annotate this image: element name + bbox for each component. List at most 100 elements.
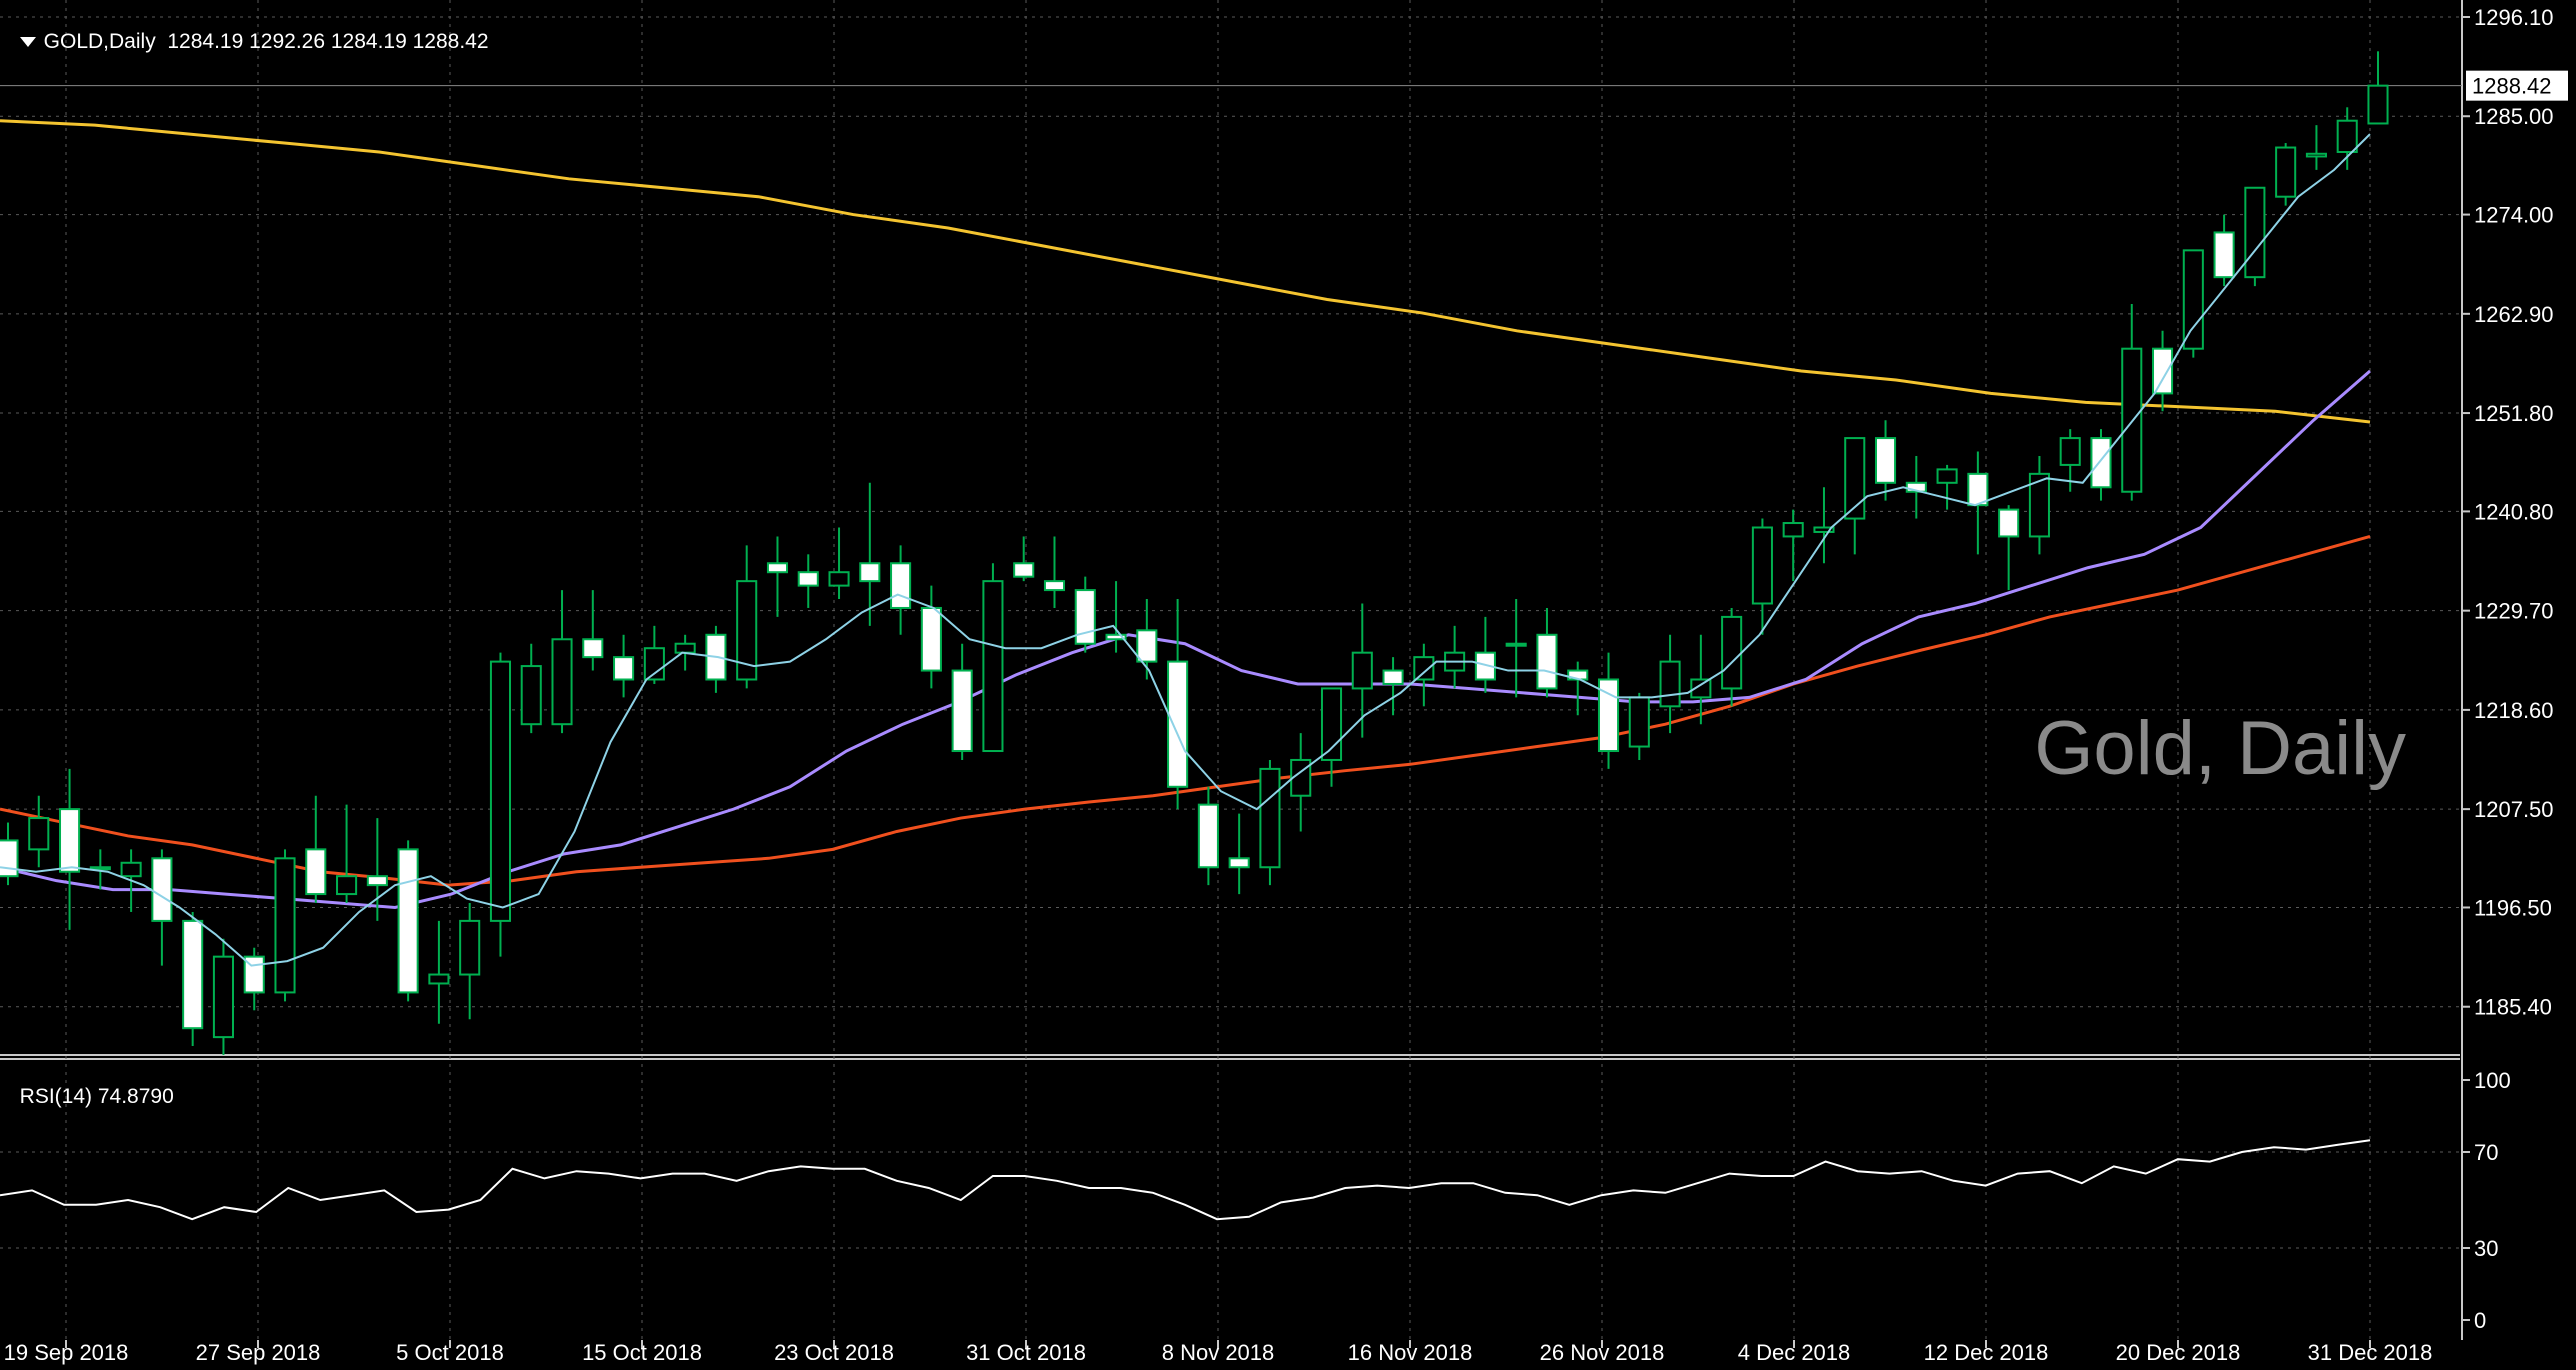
ohlc-values: 1284.19 1292.26 1284.19 1288.42 bbox=[167, 30, 489, 53]
rsi-tick-label: 30 bbox=[2474, 1236, 2498, 1261]
candle-bear bbox=[151, 857, 173, 922]
candle-bear bbox=[1136, 629, 1158, 663]
candle-bull bbox=[459, 919, 481, 976]
price-tick-label: 1196.50 bbox=[2474, 895, 2552, 920]
date-label: 15 Oct 2018 bbox=[582, 1340, 702, 1365]
candle-bear bbox=[582, 638, 604, 659]
candle-bear bbox=[366, 875, 388, 887]
candle-bull bbox=[674, 642, 696, 654]
candle-bull bbox=[1505, 642, 1527, 647]
price-tick-label: 1262.90 bbox=[2474, 302, 2554, 327]
candle-bull bbox=[1259, 767, 1281, 869]
candle-bull bbox=[828, 571, 850, 587]
candle-bull bbox=[428, 973, 450, 985]
candle-bull bbox=[736, 580, 758, 681]
candle-bull bbox=[1659, 660, 1681, 708]
candle-bull bbox=[1721, 615, 1743, 690]
candle-bull bbox=[1844, 437, 1866, 520]
candle-bear bbox=[305, 848, 327, 896]
candle-bear bbox=[2213, 231, 2235, 279]
candle-bear bbox=[1597, 678, 1620, 753]
candle-bull bbox=[28, 817, 50, 851]
candle-bull bbox=[2305, 152, 2327, 158]
rsi-line bbox=[0, 1139, 2371, 1221]
symbol-label: GOLD,Daily bbox=[43, 30, 156, 53]
candle-bear bbox=[1074, 589, 1096, 645]
candle-bear bbox=[1967, 472, 1989, 507]
candle-bull bbox=[1690, 678, 1712, 699]
candle-bear bbox=[2152, 347, 2174, 395]
candle-bull bbox=[2336, 119, 2358, 153]
current-price-box bbox=[2466, 70, 2568, 101]
ma200-line bbox=[0, 119, 2371, 424]
ma5-line bbox=[0, 133, 2371, 967]
candle-bull bbox=[643, 647, 665, 681]
price-tick-label: 1274.00 bbox=[2474, 203, 2554, 228]
candle-bear bbox=[1167, 660, 1189, 788]
candle-bear bbox=[397, 848, 419, 994]
candle-bear bbox=[1874, 437, 1897, 484]
candle-bear bbox=[1043, 580, 1066, 592]
candle-bull bbox=[2367, 84, 2389, 125]
rsi-tick-label: 70 bbox=[2474, 1140, 2498, 1165]
dropdown-triangle-icon[interactable] bbox=[19, 37, 36, 48]
candle-bear bbox=[797, 571, 819, 587]
date-label: 19 Sep 2018 bbox=[4, 1340, 129, 1365]
rsi-tick-label: 0 bbox=[2474, 1308, 2486, 1333]
candle-bear bbox=[1197, 803, 1219, 869]
candle-bull bbox=[982, 580, 1004, 753]
date-label: 26 Nov 2018 bbox=[1540, 1340, 1665, 1365]
date-label: 12 Dec 2018 bbox=[1924, 1340, 2049, 1365]
candle-bull bbox=[274, 857, 296, 994]
chart-watermark: Gold, Daily bbox=[2034, 706, 2406, 791]
candle-bear bbox=[890, 562, 912, 609]
candle-bear bbox=[1105, 633, 1127, 641]
ma50-line bbox=[0, 534, 2371, 887]
date-label: 16 Nov 2018 bbox=[1348, 1340, 1473, 1365]
candle-bull bbox=[1351, 651, 1373, 690]
candle-bear bbox=[859, 562, 881, 583]
candle-bull bbox=[1751, 526, 1773, 605]
date-label: 8 Nov 2018 bbox=[1162, 1340, 1275, 1365]
symbol-header: GOLD,Daily 1284.19 1292.26 1284.19 1288.… bbox=[8, 6, 489, 54]
candle-bear bbox=[1013, 562, 1035, 578]
candle-bull bbox=[1782, 522, 1804, 538]
candle-bear bbox=[2090, 437, 2112, 489]
price-tick-label: 1218.60 bbox=[2474, 698, 2554, 723]
candle-bull bbox=[520, 665, 542, 726]
date-label: 4 Dec 2018 bbox=[1738, 1340, 1851, 1365]
date-label: 31 Oct 2018 bbox=[966, 1340, 1086, 1365]
candle-bear bbox=[613, 656, 635, 681]
candle-bear bbox=[1998, 508, 2020, 538]
candle-bear bbox=[951, 669, 973, 753]
candle-bear bbox=[182, 919, 204, 1030]
price-tick-label: 1229.70 bbox=[2474, 599, 2554, 624]
candle-bull bbox=[120, 861, 142, 878]
candle-bull bbox=[2059, 437, 2081, 466]
candle-bear bbox=[920, 606, 942, 672]
price-tick-label: 1296.10 bbox=[2474, 5, 2554, 30]
candle-bear bbox=[1474, 651, 1496, 681]
candle-bear bbox=[766, 562, 789, 574]
rsi-tick-label: 100 bbox=[2474, 1068, 2511, 1093]
candle-bull bbox=[1413, 656, 1435, 681]
candle-bull bbox=[2275, 146, 2297, 198]
rsi-header: RSI(14) 74.8790 bbox=[8, 1061, 174, 1109]
price-tick-label: 1240.80 bbox=[2474, 499, 2554, 524]
rsi-label: RSI(14) 74.8790 bbox=[19, 1085, 174, 1108]
candle-bull bbox=[212, 955, 234, 1039]
candle-bear bbox=[1382, 669, 1404, 685]
price-tick-label: 1251.80 bbox=[2474, 401, 2554, 426]
ma20-line bbox=[0, 369, 2371, 909]
candle-bull bbox=[489, 660, 512, 922]
candle-bull bbox=[1936, 468, 1958, 484]
candle-bear bbox=[89, 866, 111, 871]
candle-bull bbox=[2244, 186, 2266, 279]
date-label: 27 Sep 2018 bbox=[196, 1340, 321, 1365]
price-tick-label: 1207.50 bbox=[2474, 797, 2554, 822]
candle-bull bbox=[551, 638, 573, 726]
candle-bull bbox=[336, 875, 358, 896]
candle-bear bbox=[0, 839, 19, 878]
candle-bull bbox=[2182, 249, 2204, 350]
